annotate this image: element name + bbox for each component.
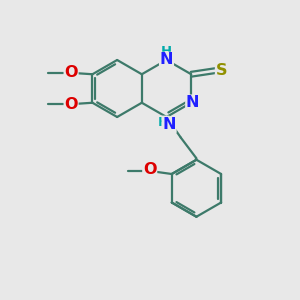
Text: O: O: [64, 65, 78, 80]
Text: O: O: [143, 162, 157, 177]
Text: N: N: [186, 95, 200, 110]
Text: N: N: [160, 52, 173, 68]
Text: H: H: [161, 45, 172, 58]
Text: N: N: [162, 117, 176, 132]
Text: O: O: [64, 97, 78, 112]
Text: S: S: [216, 63, 227, 78]
Text: H: H: [158, 116, 169, 129]
